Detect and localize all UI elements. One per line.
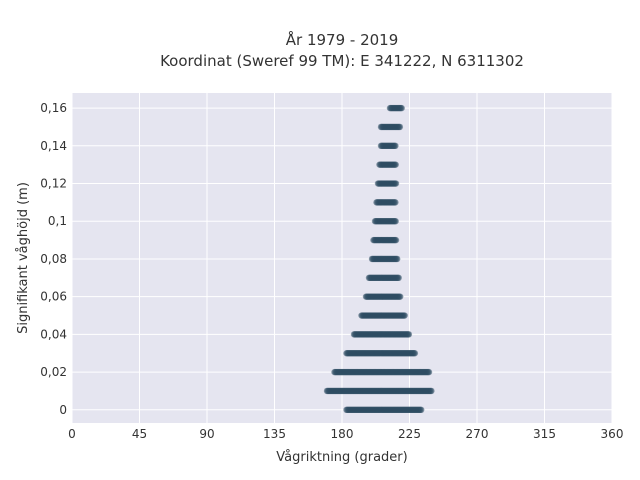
data-point (392, 199, 399, 206)
x-tick-label: 135 (263, 427, 286, 441)
y-tick-label: 0,04 (40, 327, 67, 341)
y-axis-label: Signifikant våghöjd (m) (16, 182, 31, 334)
data-point (392, 161, 399, 168)
x-tick-label: 360 (601, 427, 624, 441)
x-tick-labels: 0 45 90 135 180 225 270 315 360 (68, 427, 623, 441)
y-tick-label: 0,06 (40, 290, 67, 304)
data-point (392, 180, 400, 187)
data-point (394, 255, 401, 263)
x-tick-label: 270 (466, 427, 489, 441)
x-tick-label: 90 (199, 427, 214, 441)
data-point (392, 218, 399, 225)
data-point (395, 274, 402, 281)
data-point (428, 387, 435, 395)
y-tick-label: 0,1 (48, 214, 67, 228)
x-tick-label: 315 (533, 427, 556, 441)
x-tick-label: 180 (331, 427, 354, 441)
chart-title-line-1: År 1979 - 2019 (286, 30, 399, 49)
data-point (405, 331, 413, 338)
data-point (392, 142, 399, 149)
data-point (411, 350, 419, 357)
data-point (425, 368, 433, 376)
y-tick-label: 0,08 (40, 252, 67, 266)
x-tick-label: 45 (132, 427, 147, 441)
y-tick-label: 0,14 (40, 139, 67, 153)
x-tick-label: 0 (68, 427, 76, 441)
data-points (323, 104, 435, 413)
data-point (418, 406, 425, 413)
x-axis-label: Vågriktning (grader) (276, 450, 407, 465)
y-tick-label: 0 (59, 403, 67, 417)
y-tick-labels: 0 0,02 0,04 0,06 0,08 0,1 0,12 0,14 0,16 (40, 101, 67, 417)
chart-title-line-2: Koordinat (Sweref 99 TM): E 341222, N 63… (160, 52, 524, 70)
data-point (401, 312, 408, 319)
y-tick-label: 0,16 (40, 101, 67, 115)
y-tick-label: 0,02 (40, 365, 67, 379)
data-point (398, 104, 405, 112)
data-point (397, 293, 404, 300)
y-tick-label: 0,12 (40, 177, 67, 191)
data-point (396, 123, 404, 131)
x-tick-label: 225 (398, 427, 421, 441)
data-point (392, 236, 400, 244)
